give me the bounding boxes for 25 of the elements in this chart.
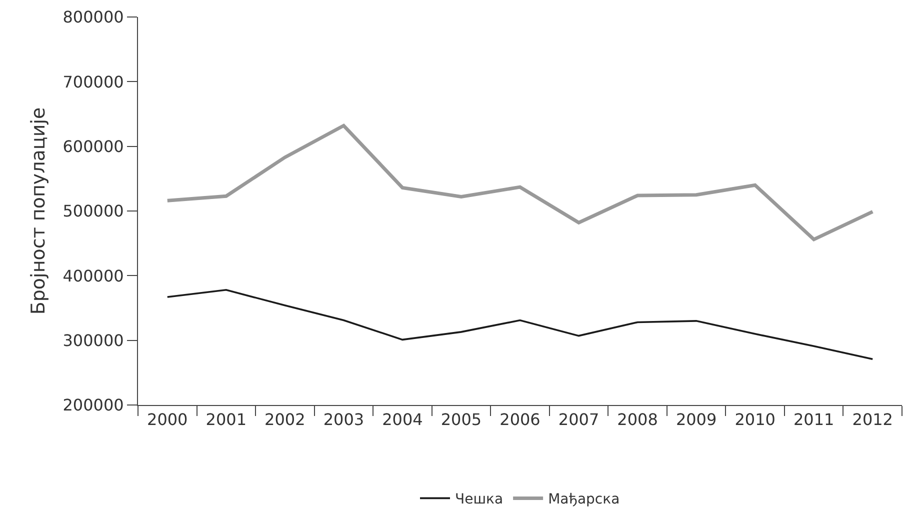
x-tick-label: 2000 xyxy=(147,410,188,430)
y-tick-label: 200000 xyxy=(62,396,124,415)
x-tick-label: 2012 xyxy=(852,410,893,430)
y-tick-label: 600000 xyxy=(62,136,124,156)
x-tick-label: 2003 xyxy=(323,410,364,430)
x-tick-label: 2007 xyxy=(558,410,600,430)
x-tick-label: 2011 xyxy=(793,410,834,430)
x-tick-label: 2001 xyxy=(206,410,247,430)
x-tick-label: 2002 xyxy=(264,410,306,430)
x-tick-label: 2008 xyxy=(617,410,658,430)
x-tick-label: 2006 xyxy=(500,410,540,430)
y-tick-label: 700000 xyxy=(62,72,124,92)
y-tick-label: 500000 xyxy=(62,202,124,221)
legend-label: Чешка xyxy=(455,492,504,508)
line-series xyxy=(166,124,874,242)
x-tick-label: 2004 xyxy=(382,410,423,430)
line-series xyxy=(166,288,874,360)
y-tick-label: 400000 xyxy=(62,266,124,286)
y-tick-label: 300000 xyxy=(62,330,124,350)
y-axis-title: Бројност популације xyxy=(28,107,50,315)
y-tick-label: 800000 xyxy=(62,8,124,27)
x-tick-label: 2010 xyxy=(734,410,776,430)
legend-label: Мађарска xyxy=(548,492,620,508)
x-tick-label: 2009 xyxy=(676,410,717,430)
x-tick-label: 2005 xyxy=(440,410,482,430)
